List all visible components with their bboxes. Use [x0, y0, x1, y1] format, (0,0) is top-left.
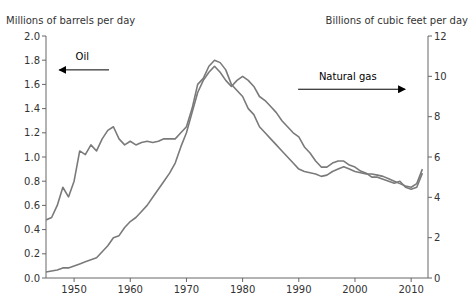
annotation-arrow — [59, 69, 109, 70]
y-tick-label: 1.8 — [24, 55, 40, 66]
y-tick — [42, 229, 46, 230]
x-axis-line — [46, 278, 428, 279]
x-tick — [74, 278, 75, 282]
y-tick-label: 0.4 — [24, 224, 40, 235]
x-tick-label: 1960 — [118, 284, 143, 295]
y2-axis-label: Billions of cubic feet per day — [326, 15, 468, 26]
y-tick-label: 1.0 — [24, 152, 40, 163]
x-tick — [411, 278, 412, 282]
y-tick — [42, 132, 46, 133]
y-tick-label: 2.0 — [24, 31, 40, 42]
y-tick — [42, 157, 46, 158]
x-tick — [186, 278, 187, 282]
x-tick — [130, 278, 131, 282]
y-tick — [42, 60, 46, 61]
y2-tick-label: 6 — [434, 152, 440, 163]
x-tick-label: 2000 — [342, 284, 367, 295]
y2-tick-label: 0 — [434, 273, 440, 284]
x-tick-label: 1980 — [230, 284, 255, 295]
y-tick — [42, 36, 46, 37]
y-tick — [42, 108, 46, 109]
y2-tick — [428, 116, 432, 117]
series-line — [46, 66, 422, 272]
y2-tick — [428, 237, 432, 238]
chart: 19501960197019801990200020100.00.20.40.6… — [0, 0, 474, 304]
y2-tick — [428, 36, 432, 37]
y2-tick — [428, 278, 432, 279]
x-tick — [354, 278, 355, 282]
y-tick-label: 0.2 — [24, 248, 40, 259]
y2-tick-label: 2 — [434, 232, 440, 243]
lines — [46, 60, 422, 272]
x-tick — [298, 278, 299, 282]
y2-tick — [428, 157, 432, 158]
y-tick — [42, 205, 46, 206]
y-tick — [42, 278, 46, 279]
y2-tick — [428, 197, 432, 198]
series-annotation: Oil — [76, 51, 89, 62]
y2-tick — [428, 76, 432, 77]
x-tick-label: 1950 — [61, 284, 86, 295]
y-tick-label: 1.4 — [24, 103, 40, 114]
y2-tick-label: 8 — [434, 111, 440, 122]
y-tick-label: 1.6 — [24, 79, 40, 90]
y-tick — [42, 253, 46, 254]
y-tick-label: 0.6 — [24, 200, 40, 211]
x-tick — [242, 278, 243, 282]
page: {"chart_data": { "type": "line", "ylabel… — [0, 0, 474, 304]
series-annotation: Natural gas — [319, 71, 377, 82]
x-tick-label: 2010 — [398, 284, 423, 295]
y-tick-label: 0.8 — [24, 176, 40, 187]
y-tick — [42, 84, 46, 85]
y-tick — [42, 181, 46, 182]
y-tick-label: 0.0 — [24, 273, 40, 284]
x-tick-label: 1970 — [174, 284, 199, 295]
x-tick-label: 1990 — [286, 284, 311, 295]
y2-tick-label: 4 — [434, 192, 440, 203]
y2-tick-label: 12 — [434, 31, 447, 42]
y-tick-label: 1.2 — [24, 127, 40, 138]
annotation-arrow — [298, 89, 405, 90]
y-axis-label: Millions of barrels per day — [6, 15, 135, 26]
y2-tick-label: 10 — [434, 71, 447, 82]
